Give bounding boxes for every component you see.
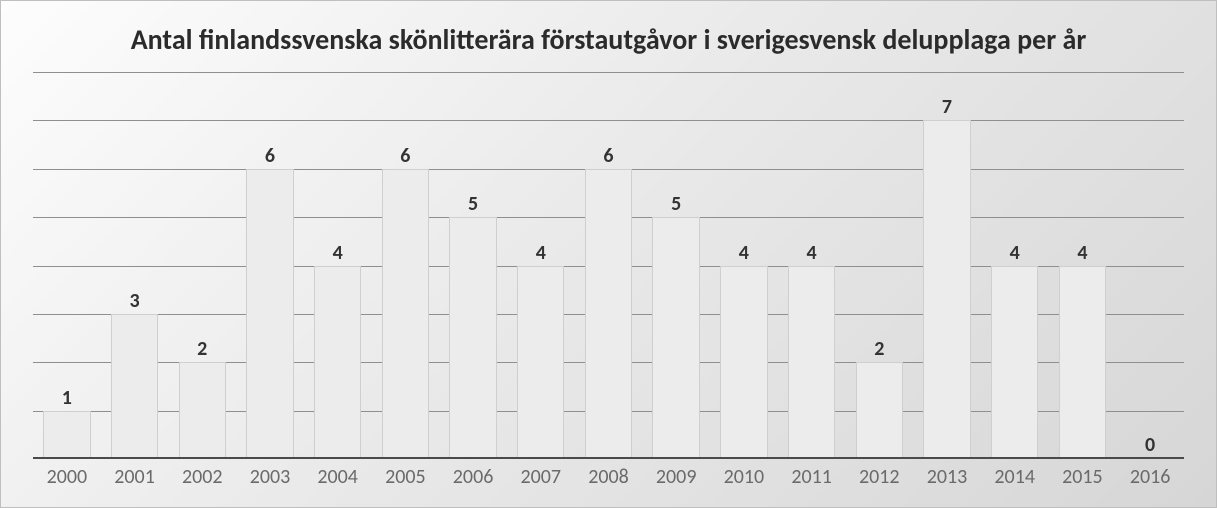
bar-slot: 4 bbox=[507, 72, 575, 459]
x-tick-label: 2012 bbox=[845, 459, 913, 493]
bar-slot: 5 bbox=[439, 72, 507, 459]
x-tick-label: 2016 bbox=[1116, 459, 1184, 493]
bar: 6 bbox=[585, 169, 632, 459]
bar-slot: 5 bbox=[642, 72, 710, 459]
x-tick-label: 2011 bbox=[778, 459, 846, 493]
x-tick-label: 2013 bbox=[913, 459, 981, 493]
bar: 7 bbox=[923, 120, 970, 459]
bar: 6 bbox=[246, 169, 293, 459]
bar-value-label: 2 bbox=[197, 337, 207, 361]
x-tick-label: 2003 bbox=[236, 459, 304, 493]
bar-value-label: 4 bbox=[739, 241, 749, 265]
bar-slot: 2 bbox=[845, 72, 913, 459]
x-tick-label: 2010 bbox=[710, 459, 778, 493]
x-tick-label: 2002 bbox=[168, 459, 236, 493]
bar-value-label: 6 bbox=[400, 144, 410, 168]
bar: 4 bbox=[991, 266, 1038, 459]
bar: 4 bbox=[788, 266, 835, 459]
bar-value-label: 6 bbox=[265, 144, 275, 168]
bar: 5 bbox=[652, 217, 699, 459]
bar: 4 bbox=[1059, 266, 1106, 459]
x-tick-label: 2004 bbox=[304, 459, 372, 493]
x-axis-labels: 2000200120022003200420052006200720082009… bbox=[33, 459, 1184, 493]
bar-value-label: 7 bbox=[942, 95, 952, 119]
x-tick-label: 2015 bbox=[1049, 459, 1117, 493]
x-tick-label: 2001 bbox=[101, 459, 169, 493]
chart-title: Antal finlandssvenska skönlitterära förs… bbox=[65, 23, 1152, 56]
x-tick-label: 2006 bbox=[439, 459, 507, 493]
bar-value-label: 5 bbox=[468, 192, 478, 216]
bar-slot: 4 bbox=[1049, 72, 1117, 459]
bar: 4 bbox=[720, 266, 767, 459]
bars-group: 13264654654427440 bbox=[33, 72, 1184, 459]
bar-slot: 1 bbox=[33, 72, 101, 459]
bar-slot: 3 bbox=[101, 72, 169, 459]
bar-slot: 0 bbox=[1116, 72, 1184, 459]
bar-value-label: 5 bbox=[671, 192, 681, 216]
bar-value-label: 3 bbox=[129, 289, 139, 313]
bar: 2 bbox=[179, 362, 226, 459]
chart-container: Antal finlandssvenska skönlitterära förs… bbox=[1, 1, 1216, 507]
x-tick-label: 2000 bbox=[33, 459, 101, 493]
bar-slot: 4 bbox=[778, 72, 846, 459]
x-tick-label: 2014 bbox=[981, 459, 1049, 493]
bar: 1 bbox=[43, 411, 90, 459]
bar-value-label: 4 bbox=[536, 241, 546, 265]
bar-slot: 2 bbox=[168, 72, 236, 459]
bar-slot: 6 bbox=[236, 72, 304, 459]
bar-slot: 6 bbox=[372, 72, 440, 459]
bar-value-label: 4 bbox=[1010, 241, 1020, 265]
bar: 2 bbox=[856, 362, 903, 459]
bar-value-label: 0 bbox=[1145, 433, 1155, 457]
bar: 4 bbox=[314, 266, 361, 459]
x-tick-label: 2009 bbox=[642, 459, 710, 493]
bar: 6 bbox=[382, 169, 429, 459]
bar: 3 bbox=[111, 314, 158, 459]
bar-slot: 7 bbox=[913, 72, 981, 459]
bar-slot: 6 bbox=[575, 72, 643, 459]
bar-value-label: 4 bbox=[1077, 241, 1087, 265]
bar-value-label: 6 bbox=[603, 144, 613, 168]
bar-value-label: 1 bbox=[62, 386, 72, 410]
bar: 5 bbox=[449, 217, 496, 459]
bar-value-label: 4 bbox=[807, 241, 817, 265]
bar: 4 bbox=[517, 266, 564, 459]
plot-area: 13264654654427440 2000200120022003200420… bbox=[33, 72, 1184, 493]
x-tick-label: 2008 bbox=[575, 459, 643, 493]
bar-slot: 4 bbox=[710, 72, 778, 459]
bar-slot: 4 bbox=[981, 72, 1049, 459]
bar-value-label: 2 bbox=[874, 337, 884, 361]
x-tick-label: 2005 bbox=[372, 459, 440, 493]
bar-value-label: 4 bbox=[333, 241, 343, 265]
x-tick-label: 2007 bbox=[507, 459, 575, 493]
bar-slot: 4 bbox=[304, 72, 372, 459]
